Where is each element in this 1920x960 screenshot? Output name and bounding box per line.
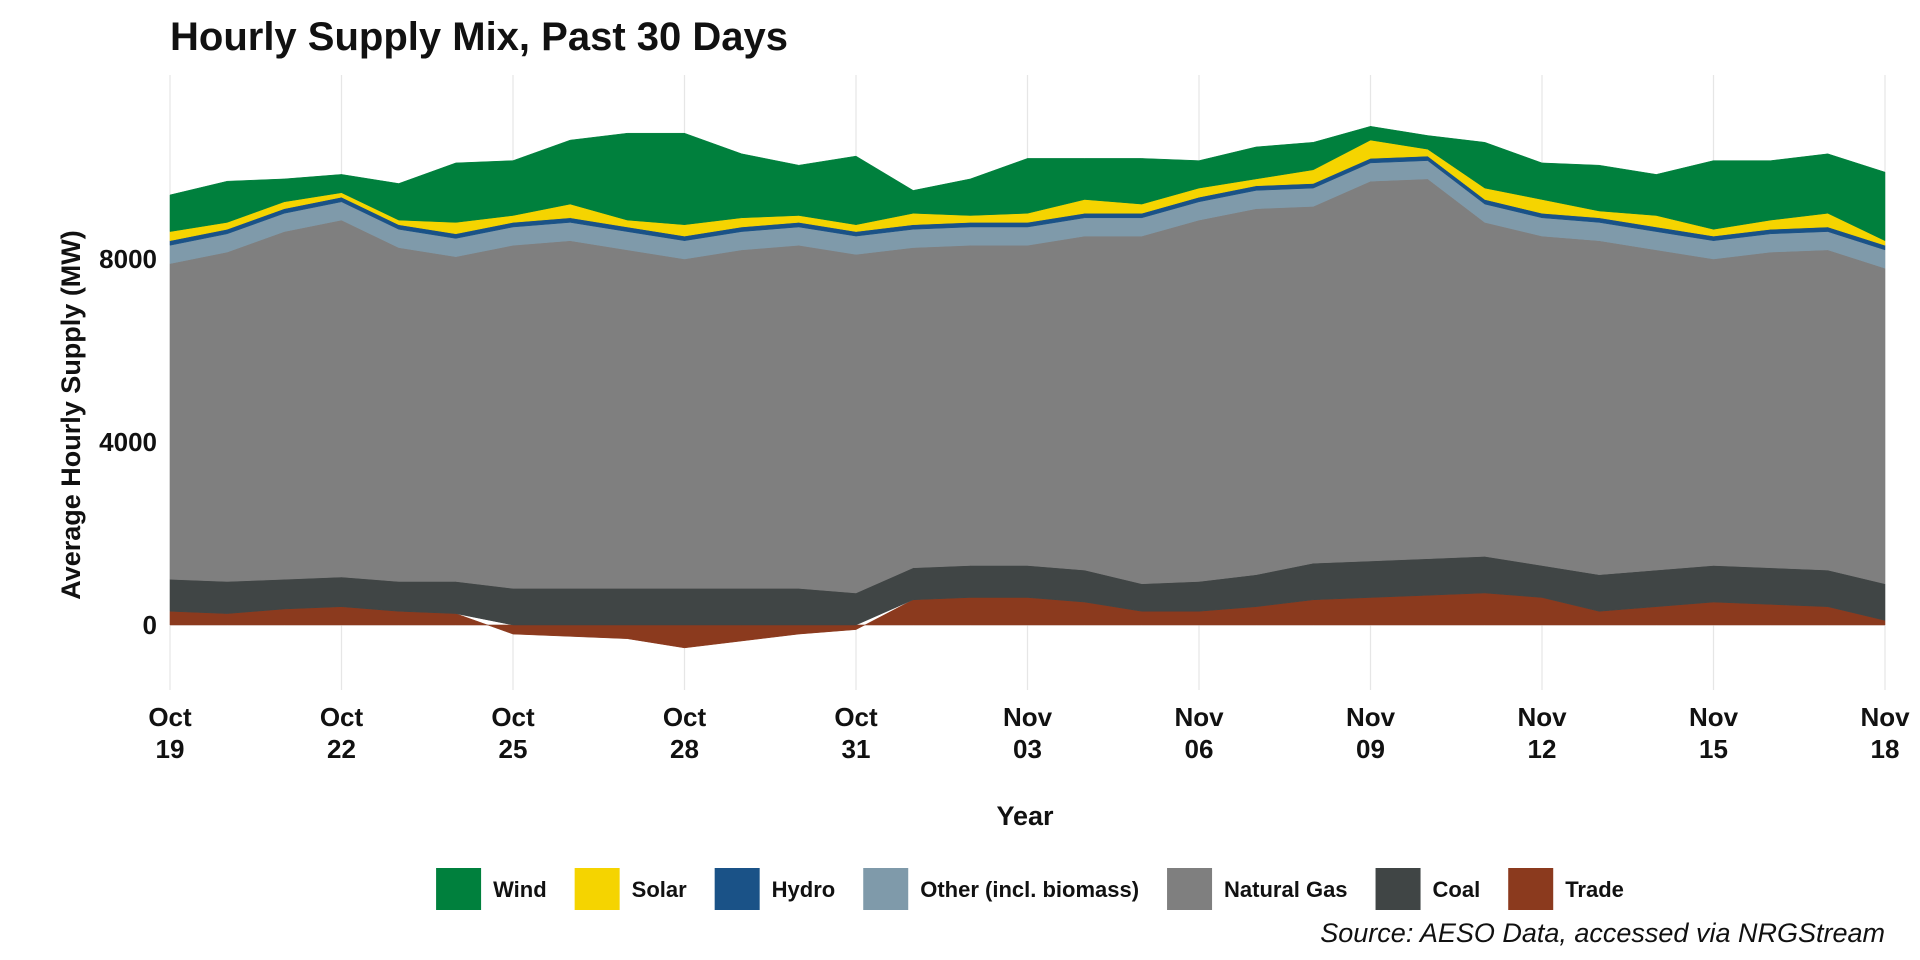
legend-swatch	[863, 868, 909, 910]
legend-item-other-incl-biomass: Other (incl. biomass)	[863, 868, 1139, 910]
legend-label: Coal	[1433, 877, 1481, 902]
y-axis-ticks: 0 4000 8000	[99, 244, 157, 640]
x-tick-month: Oct	[320, 702, 364, 732]
legend: Wind Solar Hydro Other (incl. biomass) Natur…	[436, 868, 1624, 910]
x-tick-day: 19	[156, 734, 185, 764]
y-tick-label: 8000	[99, 244, 157, 274]
x-tick-month: Nov	[1517, 702, 1567, 732]
x-axis-ticks: Oct19Oct22Oct25Oct28Oct31Nov03Nov06Nov09…	[148, 702, 1910, 764]
legend-label: Hydro	[772, 877, 836, 902]
x-tick-month: Oct	[148, 702, 192, 732]
x-tick-day: 12	[1528, 734, 1557, 764]
legend-swatch	[1375, 868, 1421, 910]
legend-item-solar: Solar	[574, 868, 687, 910]
x-tick-day: 22	[327, 734, 356, 764]
x-tick-month: Nov	[1003, 702, 1053, 732]
y-axis-title: Average Hourly Supply (MW)	[56, 230, 86, 600]
x-tick-day: 03	[1013, 734, 1042, 764]
x-tick-month: Oct	[663, 702, 707, 732]
x-tick-month: Oct	[491, 702, 535, 732]
x-tick-day: 09	[1356, 734, 1385, 764]
chart-title: Hourly Supply Mix, Past 30 Days	[170, 15, 788, 59]
legend-item-trade: Trade	[1508, 868, 1624, 910]
source-caption: Source: AESO Data, accessed via NRGStrea…	[1320, 918, 1885, 948]
x-tick-day: 15	[1699, 734, 1728, 764]
legend-swatch	[574, 868, 620, 910]
legend-item-natural-gas: Natural Gas	[1167, 868, 1348, 910]
x-tick-month: Nov	[1174, 702, 1224, 732]
legend-swatch	[1508, 868, 1554, 910]
x-tick-month: Oct	[834, 702, 878, 732]
legend-swatch	[714, 868, 760, 910]
legend-label: Other (incl. biomass)	[920, 877, 1139, 902]
legend-label: Solar	[632, 877, 687, 902]
stacked-areas	[169, 126, 1886, 649]
x-tick-month: Nov	[1860, 702, 1910, 732]
x-tick-day: 06	[1185, 734, 1214, 764]
legend-label: Natural Gas	[1224, 877, 1348, 902]
x-axis-title: Year	[996, 801, 1054, 831]
series-area-wind	[169, 126, 1886, 242]
x-tick-day: 18	[1871, 734, 1900, 764]
legend-item-hydro: Hydro	[714, 868, 836, 910]
x-tick-month: Nov	[1689, 702, 1739, 732]
x-tick-day: 31	[842, 734, 871, 764]
x-tick-month: Nov	[1346, 702, 1396, 732]
legend-swatch	[1167, 868, 1213, 910]
legend-swatch	[436, 868, 482, 910]
legend-item-wind: Wind	[436, 868, 547, 910]
x-tick-day: 25	[499, 734, 528, 764]
legend-item-coal: Coal	[1375, 868, 1481, 910]
legend-label: Trade	[1565, 877, 1624, 902]
y-tick-label: 4000	[99, 427, 157, 457]
y-tick-label: 0	[143, 610, 157, 640]
legend-label: Wind	[493, 877, 547, 902]
x-tick-day: 28	[670, 734, 699, 764]
